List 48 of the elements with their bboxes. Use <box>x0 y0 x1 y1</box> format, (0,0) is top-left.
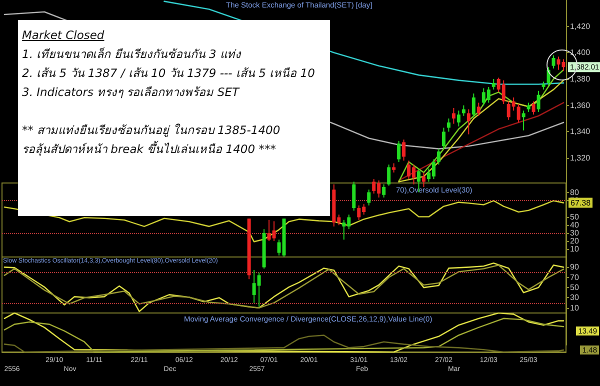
candlestick <box>367 189 371 206</box>
y-tick-label: 1,400 <box>570 48 591 58</box>
candlestick <box>382 184 386 198</box>
y-tick-label: 90 <box>570 262 580 272</box>
candlestick <box>452 107 456 124</box>
line-series <box>398 102 564 182</box>
candlestick <box>516 104 520 123</box>
candlestick <box>526 102 530 112</box>
candlestick <box>492 78 496 90</box>
y-tick-label: 10 <box>570 303 580 312</box>
candlestick <box>466 108 470 135</box>
candlestick <box>476 102 480 116</box>
y-tick-label: 50 <box>570 212 580 222</box>
candlestick <box>552 54 556 69</box>
candlestick <box>422 172 426 188</box>
line-series <box>4 200 564 242</box>
candlestick <box>536 90 540 112</box>
y-tick-label: 40 <box>570 220 580 230</box>
annotation: 2. เส้น 5 วัน 1387 / เส้น 10 วัน 1379 --- เส้น 5 เหนือ 10 <box>22 65 316 82</box>
y-tick-label: 1,360 <box>570 100 591 110</box>
candlestick <box>387 164 391 186</box>
y-tick-label: 50 <box>570 283 580 292</box>
y-tick-label: 1,420 <box>570 22 591 31</box>
y-tick-label: 20 <box>570 236 580 246</box>
annotation: 1. เทียนขนาดเล็ก ยืนเรียงกันซ้อนกัน 3 แท่ง <box>22 46 242 63</box>
candlestick <box>532 100 536 116</box>
candlestick <box>522 110 526 131</box>
candlestick <box>456 110 460 127</box>
candlestick <box>392 162 396 173</box>
y-tick-label: 1,340 <box>570 127 591 136</box>
annotation: 3. Indicators ทรงๆ รอเลือกทางพร้อม SET <box>22 84 241 101</box>
y-tick-label: 30 <box>570 293 580 302</box>
y-tick-label: 1,320 <box>570 154 591 163</box>
candlestick <box>472 92 476 118</box>
y-tick-label: 1,380 <box>570 74 591 84</box>
candlestick <box>397 140 401 162</box>
candlestick <box>442 127 446 150</box>
annotation: ** สามแท่งยืนเรียงซ้อนกันอยู่ ในกรอบ 1385-1400 <box>22 122 282 139</box>
annotation: รอลุ้นสัปดาห์หน้า break ขึ้นไปเล่นเหนือ 1400 *** <box>22 140 277 158</box>
candlestick <box>446 118 450 132</box>
y-tick-label: 70 <box>570 272 580 282</box>
candlestick <box>436 148 440 166</box>
y-tick-label: 10 <box>570 244 580 254</box>
candlestick <box>402 139 406 162</box>
candlestick <box>352 181 356 212</box>
data-label: 67.38 <box>570 198 592 208</box>
y-tick-label: 30 <box>570 228 580 238</box>
annotation: Market Closed <box>22 27 106 44</box>
